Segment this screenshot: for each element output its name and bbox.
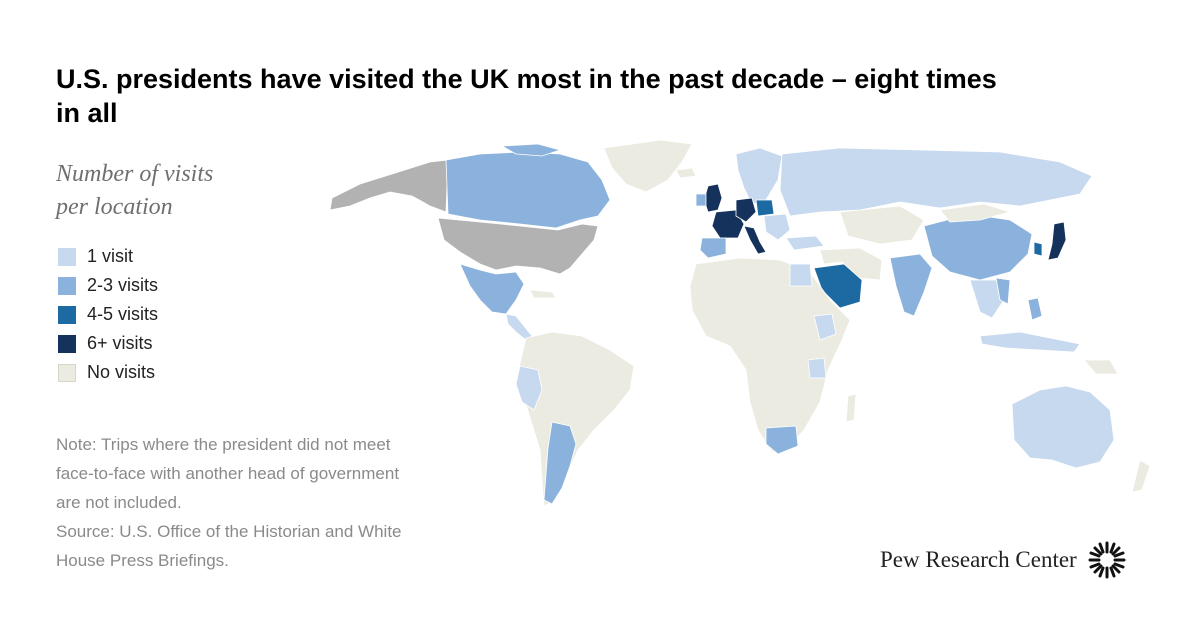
region-tanzania	[807, 357, 827, 379]
region-south-korea	[1033, 241, 1043, 257]
region-uk	[703, 183, 723, 213]
legend-label: 4-5 visits	[87, 304, 159, 324]
region-iceland	[675, 167, 697, 179]
region-canada	[445, 151, 611, 229]
region-southeast-asia	[969, 279, 1005, 319]
region-egypt	[789, 263, 813, 287]
legend-label: 6+ visits	[87, 333, 153, 353]
chart-title: U.S. presidents have visited the UK most…	[56, 64, 997, 128]
legend-swatch	[58, 305, 76, 324]
note-line: House Press Briefings.	[56, 551, 229, 570]
legend-swatch	[58, 334, 76, 353]
region-mexico	[459, 263, 525, 315]
region-argentina	[543, 421, 577, 505]
pew-sunburst-icon	[1088, 541, 1126, 579]
region-central-asia	[839, 205, 925, 245]
region-vietnam	[995, 277, 1011, 305]
region-japan	[1047, 221, 1067, 261]
legend-title-line1: Number of visits	[56, 161, 214, 187]
legend-title-line2: per location	[56, 194, 173, 220]
region-middle-east	[819, 247, 883, 281]
legend-label: 1 visit	[87, 246, 134, 266]
region-scandinavia	[735, 147, 783, 205]
world-map	[329, 140, 1151, 507]
legend-item-1-visit: 1 visit	[58, 242, 158, 271]
legend-item-6-plus-visits: 6+ visits	[58, 329, 158, 358]
legend-item-4-5-visits: 4-5 visits	[58, 300, 158, 329]
region-turkey	[785, 235, 825, 251]
region-mongolia	[939, 203, 1011, 223]
region-alaska	[329, 159, 449, 213]
region-china	[923, 213, 1033, 281]
region-indonesia	[979, 331, 1081, 353]
region-new-zealand	[1131, 459, 1151, 493]
region-italy	[743, 225, 767, 255]
note-line: Source: U.S. Office of the Historian and…	[56, 522, 402, 541]
region-south-africa	[765, 425, 799, 455]
legend-item-no-visits: No visits	[58, 358, 158, 387]
legend-label: 2-3 visits	[87, 275, 159, 295]
note-line: are not included.	[56, 493, 182, 512]
legend: 1 visit 2-3 visits 4-5 visits 6+ visits …	[58, 242, 158, 387]
legend-item-2-3-visits: 2-3 visits	[58, 271, 158, 300]
region-greenland	[603, 140, 693, 193]
region-madagascar	[845, 393, 857, 423]
region-south-america	[517, 331, 635, 507]
legend-swatch	[58, 363, 76, 382]
note-line: Note: Trips where the president did not …	[56, 435, 391, 454]
region-eastern-europe	[763, 213, 791, 241]
legend-label: No visits	[87, 362, 156, 382]
region-poland	[755, 199, 775, 217]
region-peru-colombia	[515, 365, 543, 411]
legend-swatch	[58, 276, 76, 295]
region-papua-new-guinea	[1083, 359, 1119, 375]
region-philippines	[1027, 297, 1043, 321]
region-iberia	[699, 237, 727, 259]
region-east-africa	[813, 313, 837, 341]
region-canada-arctic	[501, 143, 561, 157]
region-india	[889, 253, 933, 317]
region-ireland	[695, 193, 707, 207]
region-united-states	[437, 217, 599, 275]
region-russia	[779, 147, 1093, 217]
region-central-america	[505, 313, 533, 341]
source-note: Note: Trips where the president did not …	[56, 430, 516, 575]
region-caribbean	[529, 289, 557, 299]
legend-title: Number of visits per location	[56, 158, 213, 224]
region-germany	[735, 197, 757, 223]
logo-text: Pew Research Center	[880, 547, 1077, 572]
region-australia	[1011, 385, 1115, 469]
legend-swatch	[58, 247, 76, 266]
pew-logo: Pew Research Center	[880, 540, 1127, 580]
note-line: face-to-face with another head of govern…	[56, 464, 400, 483]
